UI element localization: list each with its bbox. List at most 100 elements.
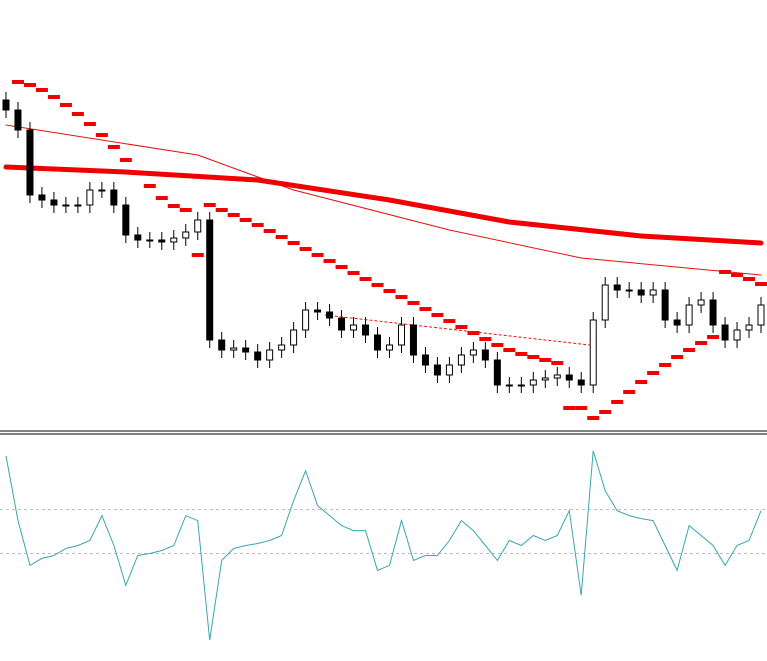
sar-dot: [503, 348, 516, 352]
sar-dot: [419, 307, 432, 311]
sar-dot: [227, 213, 240, 217]
candle-body: [637, 289, 645, 296]
candle-body: [230, 347, 238, 351]
sar-dot: [239, 218, 252, 222]
candle-body: [409, 324, 417, 356]
sar-dot: [731, 273, 744, 277]
candle-body: [110, 189, 118, 206]
candle-body: [481, 349, 489, 361]
sar-dot: [263, 229, 276, 233]
candle-body: [673, 319, 681, 326]
sar-dot: [575, 406, 588, 410]
sar-dot: [287, 241, 300, 245]
sar-dot: [395, 295, 408, 299]
sar-dot: [431, 313, 444, 317]
candle-body: [74, 204, 82, 207]
candle-body: [721, 324, 729, 341]
candle-body: [445, 364, 453, 376]
sar-dot: [107, 145, 120, 149]
sar-dot: [383, 289, 396, 293]
candle-body: [565, 374, 573, 381]
candle-body: [134, 234, 142, 241]
candle-body: [194, 219, 202, 233]
sar-dot: [755, 282, 767, 286]
candle-body: [254, 351, 262, 361]
candle-body: [469, 349, 477, 356]
sar-dot: [623, 390, 636, 394]
sar-dot: [35, 88, 48, 92]
sar-dot: [131, 171, 144, 175]
sar-dot: [47, 95, 60, 99]
candle-body: [625, 289, 633, 292]
candle-body: [182, 231, 190, 239]
oscillator-line: [5, 450, 762, 641]
candle-body: [218, 339, 226, 351]
candle-body: [553, 374, 561, 379]
sar-dot: [95, 133, 108, 137]
candle-body: [541, 377, 549, 381]
sar-dot: [275, 235, 288, 239]
candle-body: [26, 129, 34, 196]
candle-body: [350, 324, 358, 331]
sar-dot: [491, 343, 504, 347]
candle-body: [529, 379, 537, 386]
candle-body: [98, 189, 106, 192]
moving-average: [3, 164, 764, 246]
sar-dot: [599, 410, 612, 414]
candle-body: [661, 289, 669, 321]
candle-body: [517, 384, 525, 387]
sar-dot: [311, 253, 324, 257]
candle-body: [314, 309, 322, 313]
candle-body: [122, 204, 130, 236]
sar-dot: [467, 331, 480, 335]
sar-dot: [719, 270, 732, 274]
sar-dot: [299, 247, 312, 251]
sar-dot: [191, 253, 204, 257]
sar-dot: [143, 184, 156, 188]
sar-dot: [563, 406, 576, 410]
candle-body: [50, 199, 58, 206]
sar-dot: [203, 203, 216, 207]
candle-body: [158, 239, 166, 243]
sar-dot: [539, 358, 552, 362]
candle-body: [170, 237, 178, 243]
candle-body: [709, 299, 717, 326]
sar-dot: [659, 363, 672, 367]
candle-body: [577, 379, 585, 386]
candle-body: [685, 304, 693, 326]
sar-dot: [119, 158, 132, 162]
sar-dot: [743, 277, 756, 281]
sar-dot: [515, 352, 528, 356]
sar-dot: [443, 319, 456, 323]
candle-body: [290, 329, 298, 346]
sar-dot: [587, 416, 600, 420]
sar-dot: [707, 335, 720, 339]
candle-body: [38, 194, 46, 201]
sar-dot: [551, 361, 564, 365]
candle-body: [697, 299, 705, 306]
candle-body: [397, 324, 405, 346]
candle-body: [14, 109, 22, 131]
sar-dot: [59, 103, 72, 107]
sar-dot: [23, 83, 36, 87]
candle-body: [266, 349, 274, 361]
candle-body: [326, 311, 334, 319]
candle-body: [146, 239, 154, 242]
candle-body: [433, 364, 441, 376]
candle-body: [589, 319, 597, 386]
sar-dot: [155, 196, 168, 200]
candle-body: [86, 189, 94, 206]
sar-dot: [611, 400, 624, 404]
candle-body: [457, 354, 465, 366]
sar-dot: [167, 204, 180, 208]
sar-dot: [647, 371, 660, 375]
sar-dot: [71, 112, 84, 116]
sar-dot: [251, 223, 264, 227]
sar-dot: [695, 341, 708, 345]
candle-body: [302, 309, 310, 331]
candle-body: [613, 284, 621, 291]
sar-dot: [11, 80, 24, 84]
sar-dot: [683, 348, 696, 352]
